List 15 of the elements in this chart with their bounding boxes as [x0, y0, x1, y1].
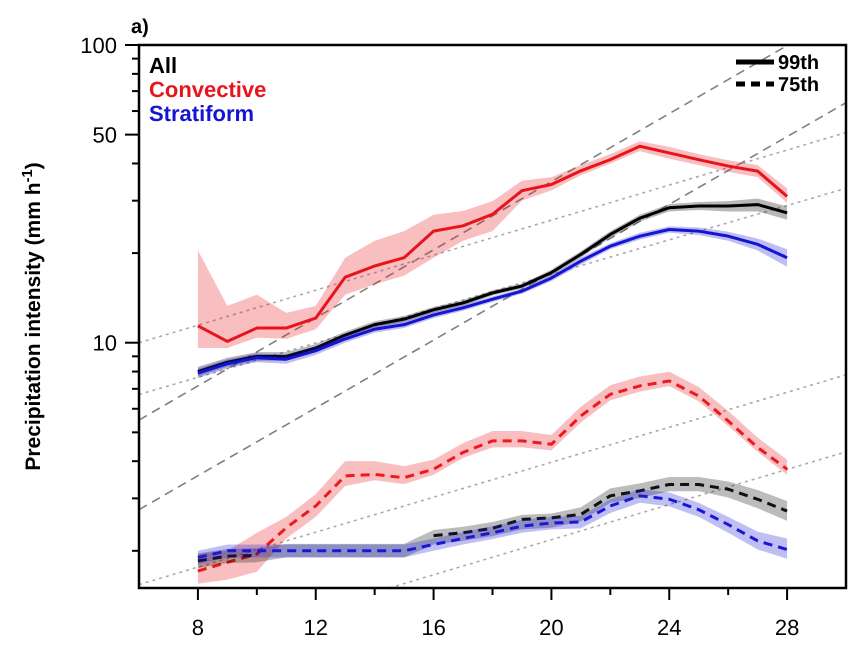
annotation: 99th [778, 52, 820, 74]
text: All [149, 53, 178, 78]
chart-title: a) [131, 16, 149, 38]
x-tick-label: 24 [657, 615, 682, 640]
y-tick-label: 100 [80, 33, 117, 58]
x-tick-label: 8 [192, 615, 204, 640]
x-tick-label: 12 [304, 615, 328, 640]
y-tick-label: 50 [92, 122, 117, 148]
x-tick-label: 16 [421, 615, 446, 640]
annotation: 75th [778, 74, 820, 96]
y-tick-label: 10 [92, 330, 117, 356]
text: Convective [149, 77, 266, 102]
text: Stratiform [149, 101, 254, 126]
x-tick-label: 28 [774, 615, 800, 640]
x-tick-label: 20 [539, 615, 564, 640]
